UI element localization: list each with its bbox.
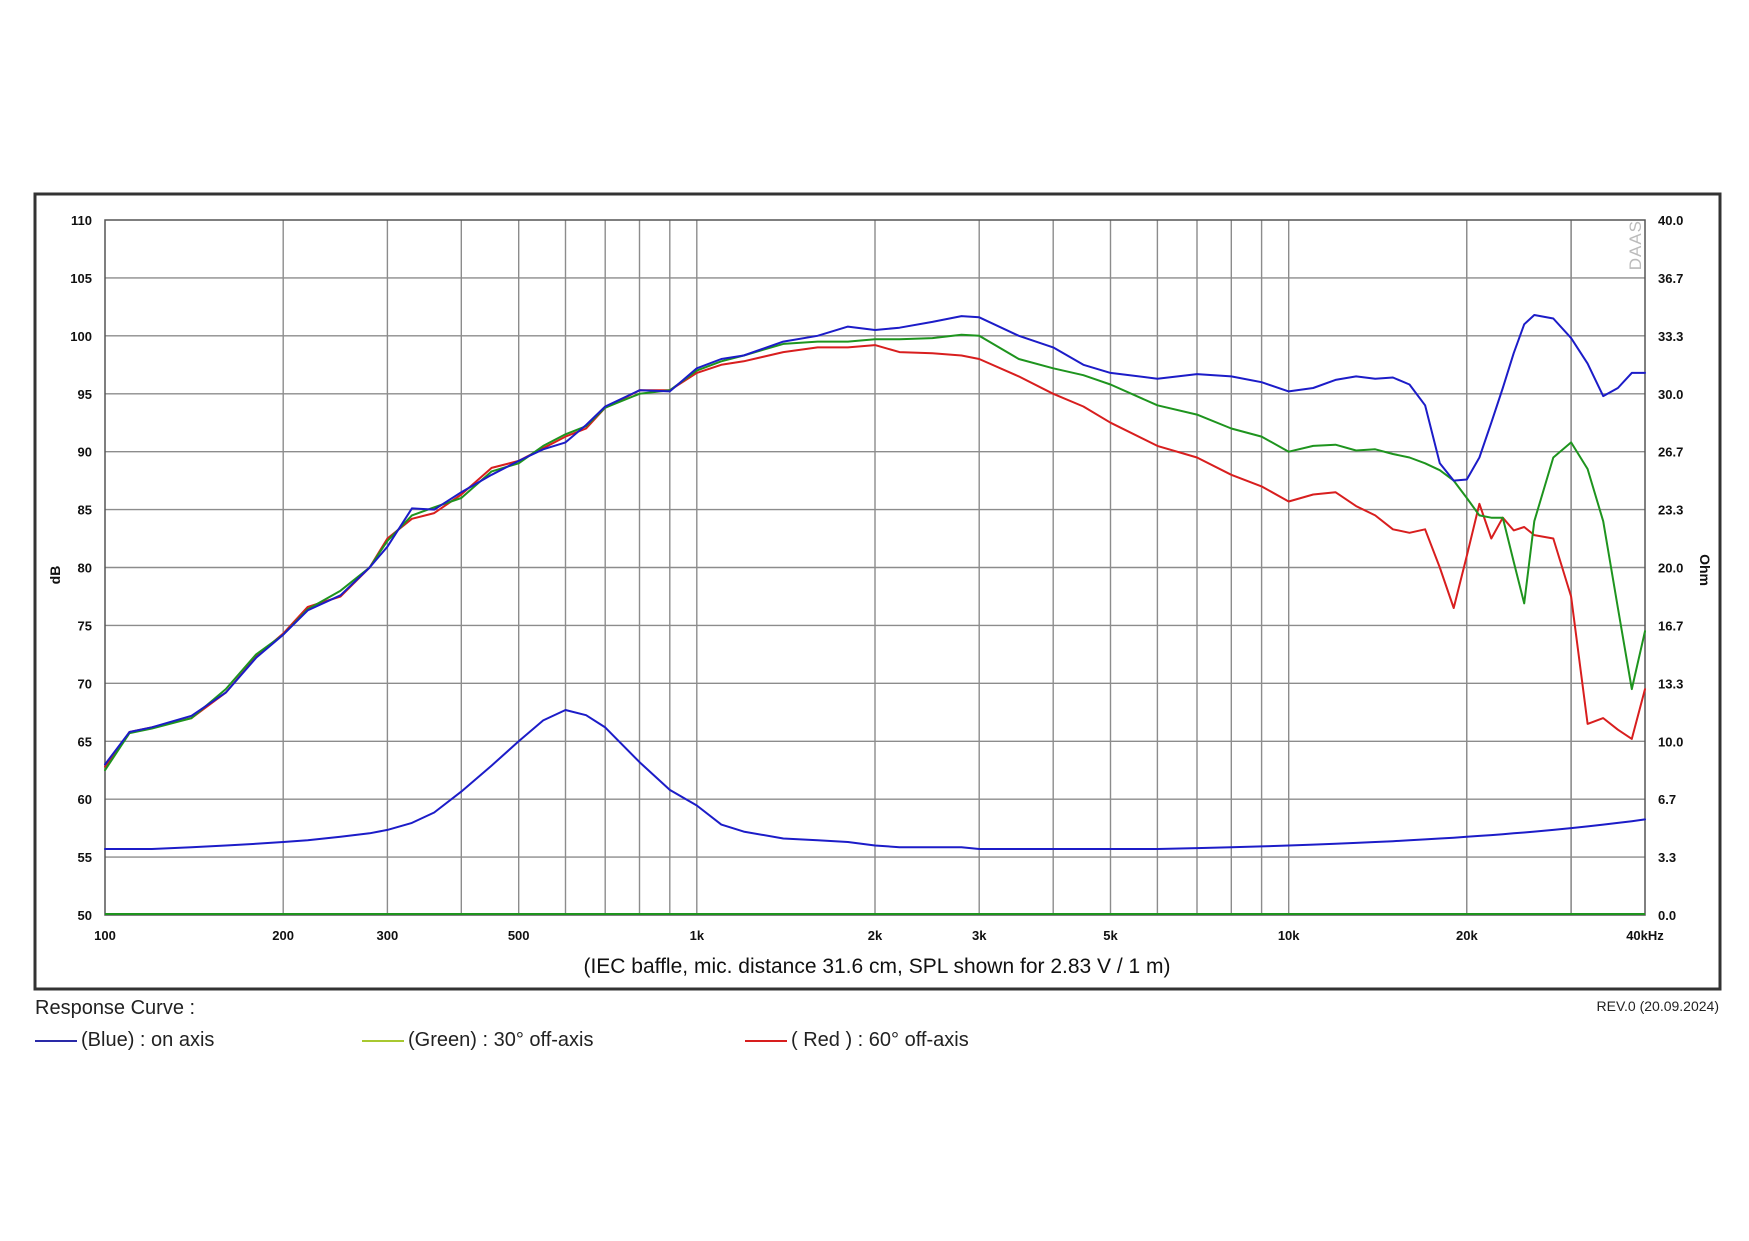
x-tick-label: 20k — [1456, 928, 1478, 943]
legend-label-30-deg: (Green) : 30° off-axis — [408, 1029, 594, 1051]
y-tick-label: 105 — [70, 271, 92, 286]
y-tick-label: 55 — [78, 850, 92, 865]
y2-tick-label: 16.7 — [1658, 618, 1683, 633]
series-on-axis-line — [104, 314, 1646, 766]
y2-tick-label: 36.7 — [1658, 271, 1683, 286]
x-tick-label: 100 — [94, 928, 116, 943]
x-tick-label: 5k — [1103, 928, 1118, 943]
grid — [105, 220, 1645, 915]
series-30-deg-line — [104, 333, 1646, 772]
y2-tick-label: 40.0 — [1658, 213, 1683, 228]
y2-tick-label: 20.0 — [1658, 561, 1683, 576]
y2-tick-label: 30.0 — [1658, 387, 1683, 402]
y-tick-label: 70 — [78, 676, 92, 691]
y2-tick-label: 0.0 — [1658, 908, 1676, 923]
y2-tick-label: 3.3 — [1658, 850, 1676, 865]
y-axis-label: dB — [47, 566, 63, 585]
y2-tick-label: 26.7 — [1658, 445, 1683, 460]
watermark: DAAS — [1626, 220, 1645, 270]
x-tick-label: 200 — [272, 928, 294, 943]
series-impedance-line — [104, 709, 1646, 850]
y2-axis-label: Ohm — [1697, 554, 1713, 586]
revision-label: REV.0 (20.09.2024) — [1596, 998, 1719, 1014]
axis-ticks: 100 200 300 500 1k 2k 3k 5k 10k 20k 40kHz 110 105 100… — [70, 213, 1683, 943]
x-tick-label: 500 — [508, 928, 530, 943]
x-tick-label: 40kHz — [1626, 928, 1664, 943]
x-tick-label: 10k — [1278, 928, 1300, 943]
y2-tick-label: 33.3 — [1658, 329, 1683, 344]
series-60-deg-line — [104, 344, 1646, 768]
y-tick-label: 90 — [78, 445, 92, 460]
legend-item-30-deg: (Green) : 30° off-axis — [362, 1029, 593, 1052]
y-tick-label: 75 — [78, 618, 92, 633]
x-tick-label: 3k — [972, 928, 987, 943]
y2-tick-label: 6.7 — [1658, 792, 1676, 807]
y-tick-label: 50 — [78, 908, 92, 923]
legend-title: Response Curve : — [35, 997, 196, 1019]
y-tick-label: 95 — [78, 387, 92, 402]
legend-label-on-axis: (Blue) : on axis — [81, 1029, 215, 1051]
y-tick-label: 80 — [78, 561, 92, 576]
y2-tick-label: 13.3 — [1658, 676, 1683, 691]
y2-tick-label: 10.0 — [1658, 734, 1683, 749]
x-tick-label: 300 — [377, 928, 399, 943]
legend-item-60-deg: ( Red ) : 60° off-axis — [745, 1029, 969, 1052]
y-tick-label: 110 — [71, 213, 92, 228]
y-tick-label: 60 — [78, 792, 92, 807]
y-tick-label: 100 — [70, 329, 92, 344]
y-tick-label: 85 — [78, 503, 92, 518]
legend-swatch-green — [362, 1039, 404, 1042]
legend-swatch-red — [745, 1039, 787, 1042]
legend-item-on-axis: (Blue) : on axis — [35, 1029, 214, 1052]
chart-caption: (IEC baffle, mic. distance 31.6 cm, SPL … — [583, 955, 1170, 978]
y2-tick-label: 23.3 — [1658, 503, 1683, 518]
y-tick-label: 65 — [78, 734, 92, 749]
x-tick-label: 1k — [690, 928, 705, 943]
legend-swatch-blue — [35, 1039, 77, 1042]
series — [104, 314, 1646, 915]
legend-label-60-deg: ( Red ) : 60° off-axis — [791, 1029, 969, 1051]
x-tick-label: 2k — [868, 928, 883, 943]
